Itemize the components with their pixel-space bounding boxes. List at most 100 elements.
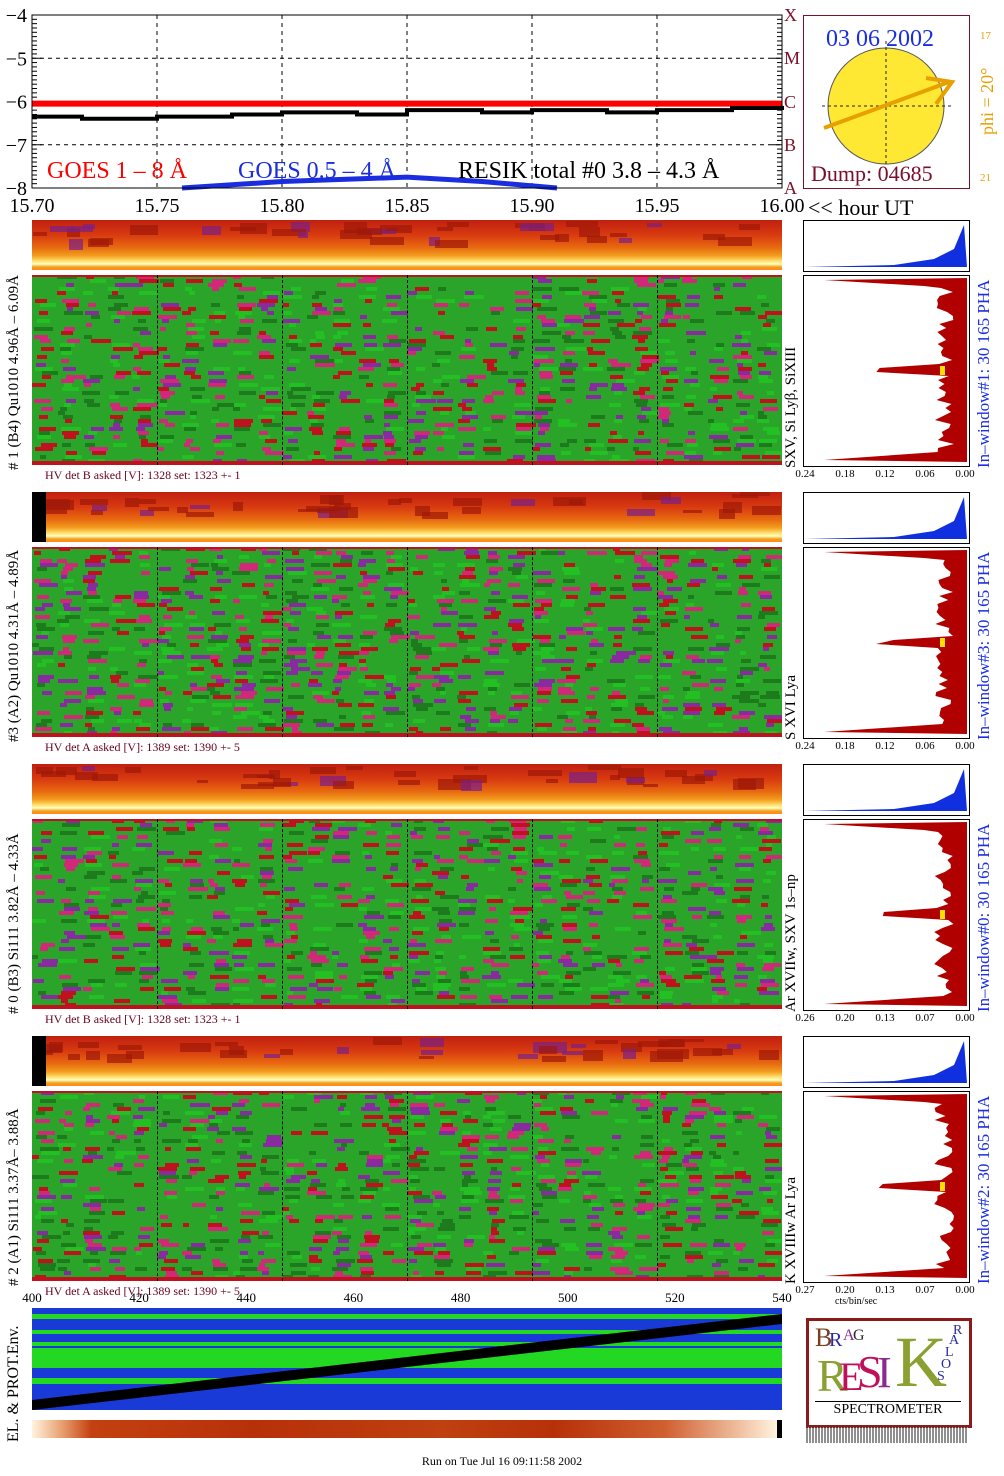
time-grid-line [407, 1091, 408, 1281]
pha-red-fill [824, 1094, 967, 1278]
pha-xlabel: cts/bin/sec [835, 1296, 878, 1307]
env-tick-label: 400 [22, 1290, 42, 1305]
pha-blue-histogram [804, 1041, 967, 1083]
panel-label: #3 (A2) Qu1010 4.31Å – 4.89Å [6, 549, 22, 742]
pha-tick-label: 0.13 [875, 1284, 895, 1296]
line-label: Ar XVIIw, SXV 1s–np [783, 874, 799, 1012]
resik-logo: B R A G R E S I K S O L A R SPECTROMETER [806, 1318, 972, 1428]
pha-tick-label: 0.06 [915, 468, 935, 480]
spectrum-map [32, 1091, 782, 1281]
y-tick-label: −5 [6, 48, 27, 70]
pha-red-histogram [824, 822, 967, 1006]
logo-letter-I: I [877, 1348, 892, 1397]
phi-tick-21: 21 [980, 172, 991, 184]
pha-tick-label: 0.07 [915, 1012, 935, 1024]
logo-letter-K: K [895, 1322, 947, 1402]
time-grid-line [656, 819, 658, 1009]
pha-red-fill [824, 822, 967, 1006]
spectrum-lightcurve-strip [32, 492, 782, 542]
dump-number: Dump: 04685 [811, 161, 933, 186]
time-grid-line [407, 275, 408, 465]
y-tick-label: −7 [6, 135, 27, 157]
pha-blue-fill [804, 497, 967, 539]
series-line-1 [181, 174, 558, 191]
env-tick-label: 440 [236, 1290, 257, 1305]
pha-tick-label: 0.24 [795, 740, 815, 752]
pha-marker [940, 1182, 945, 1191]
time-tick-label: 15.85 [384, 195, 430, 217]
flare-class-label: M [784, 48, 801, 69]
logo-letter-B: B [815, 1323, 833, 1352]
pha-tick-label: 0.00 [955, 1012, 975, 1024]
flare-class-label: A [784, 178, 797, 198]
pha-red-box [803, 275, 970, 467]
window-label: In–window#2: 30 165 PHA [974, 1095, 993, 1284]
hv-label: HV det A asked [V]: 1389 set: 1390 +- 5 [45, 740, 240, 754]
phi-tick-17: 17 [980, 30, 991, 42]
logo-text: SPECTROMETER [815, 1401, 961, 1418]
hv-label: HV det B asked [V]: 1328 set: 1323 +- 1 [45, 1012, 241, 1026]
time-tick-label: 15.90 [509, 195, 555, 217]
time-grid-line [407, 547, 408, 737]
time-grid-line [532, 547, 534, 737]
env-tick-label: 480 [450, 1290, 471, 1305]
time-grid-line [407, 819, 408, 1009]
time-grid-line [656, 1091, 658, 1281]
time-grid-line [532, 275, 534, 465]
solar-disk-icon [822, 41, 956, 166]
env-label: EL. & PROT.Env. [5, 1325, 22, 1442]
pha-tick-label: 0.18 [835, 740, 855, 752]
strip-edge [32, 492, 46, 542]
env-tick-label: 520 [665, 1290, 685, 1305]
time-grid-line [281, 275, 283, 465]
spectrum-lightcurve-strip [32, 764, 782, 814]
time-tick-label: 15.95 [634, 195, 680, 217]
time-grid-line [532, 819, 534, 1009]
hv-label: HV det A asked [V]: 1389 set: 1390 +- 5 [45, 1284, 240, 1298]
logo-letter-E: E [839, 1354, 864, 1399]
flare-class-label: X [784, 5, 797, 25]
pha-tick-label: 0.20 [835, 1284, 855, 1296]
pha-marker [940, 910, 945, 919]
pha-tick-label: 0.24 [795, 468, 815, 480]
line-label: S XVI Lya [783, 675, 799, 740]
phi-label: phi = 20° [977, 67, 997, 135]
env-tick-label: 540 [772, 1290, 792, 1305]
pha-red-box [803, 819, 970, 1011]
pha-blue-fill [804, 1041, 967, 1083]
logo-letter-R3: R [953, 1323, 963, 1338]
pha-tick-label: 0.27 [795, 1284, 815, 1296]
goes-long-label: GOES 1 – 8 Å [47, 158, 188, 184]
logo-letter-O: O [941, 1357, 952, 1372]
pha-red-fill [824, 278, 967, 462]
logo-letter-R2: R [817, 1350, 848, 1401]
logo-letter-S2: S [937, 1369, 945, 1384]
time-grid-line [281, 819, 283, 1009]
spectrum-map [32, 819, 782, 1009]
pha-red-histogram [824, 1094, 967, 1278]
y-tick-label: −4 [6, 5, 27, 27]
pha-tick-label: 0.26 [795, 1012, 815, 1024]
goes-short-label: GOES 0.5 – 4 Å [238, 158, 397, 184]
env-tick-label: 500 [557, 1290, 578, 1305]
pha-red-box [803, 547, 970, 739]
time-grid-line [281, 1091, 283, 1281]
time-tick-label: 15.70 [9, 195, 55, 217]
y-tick-label: −8 [6, 178, 27, 200]
time-grid-line [157, 819, 159, 1009]
hv-label: HV det B asked [V]: 1328 set: 1323 +- 1 [45, 468, 241, 482]
logo-letter-S: S [857, 1346, 883, 1397]
goes-lightcurve-chart: −4 −5 −6 −7 −8 [6, 5, 784, 200]
window-label: In–window#1: 30 165 PHA [974, 279, 993, 468]
time-grid-line [157, 275, 159, 465]
panel-label: # 2 (A1) Si111 3.37Å– 3.88Å [6, 1108, 22, 1286]
logo-letter-A: A [843, 1327, 855, 1344]
line-label: SXV, Si Lyβ, SiXIII [783, 346, 799, 468]
time-grid-line [656, 547, 658, 737]
solar-disk-panel: 03 06 2002 Dump: 04685 [803, 15, 970, 189]
pha-blue-box [803, 492, 970, 544]
pha-tick-label: 0.07 [915, 1284, 935, 1296]
pha-red-histogram [824, 278, 967, 462]
observation-date: 03 06 2002 [826, 26, 934, 52]
time-grid-line [157, 1091, 159, 1281]
